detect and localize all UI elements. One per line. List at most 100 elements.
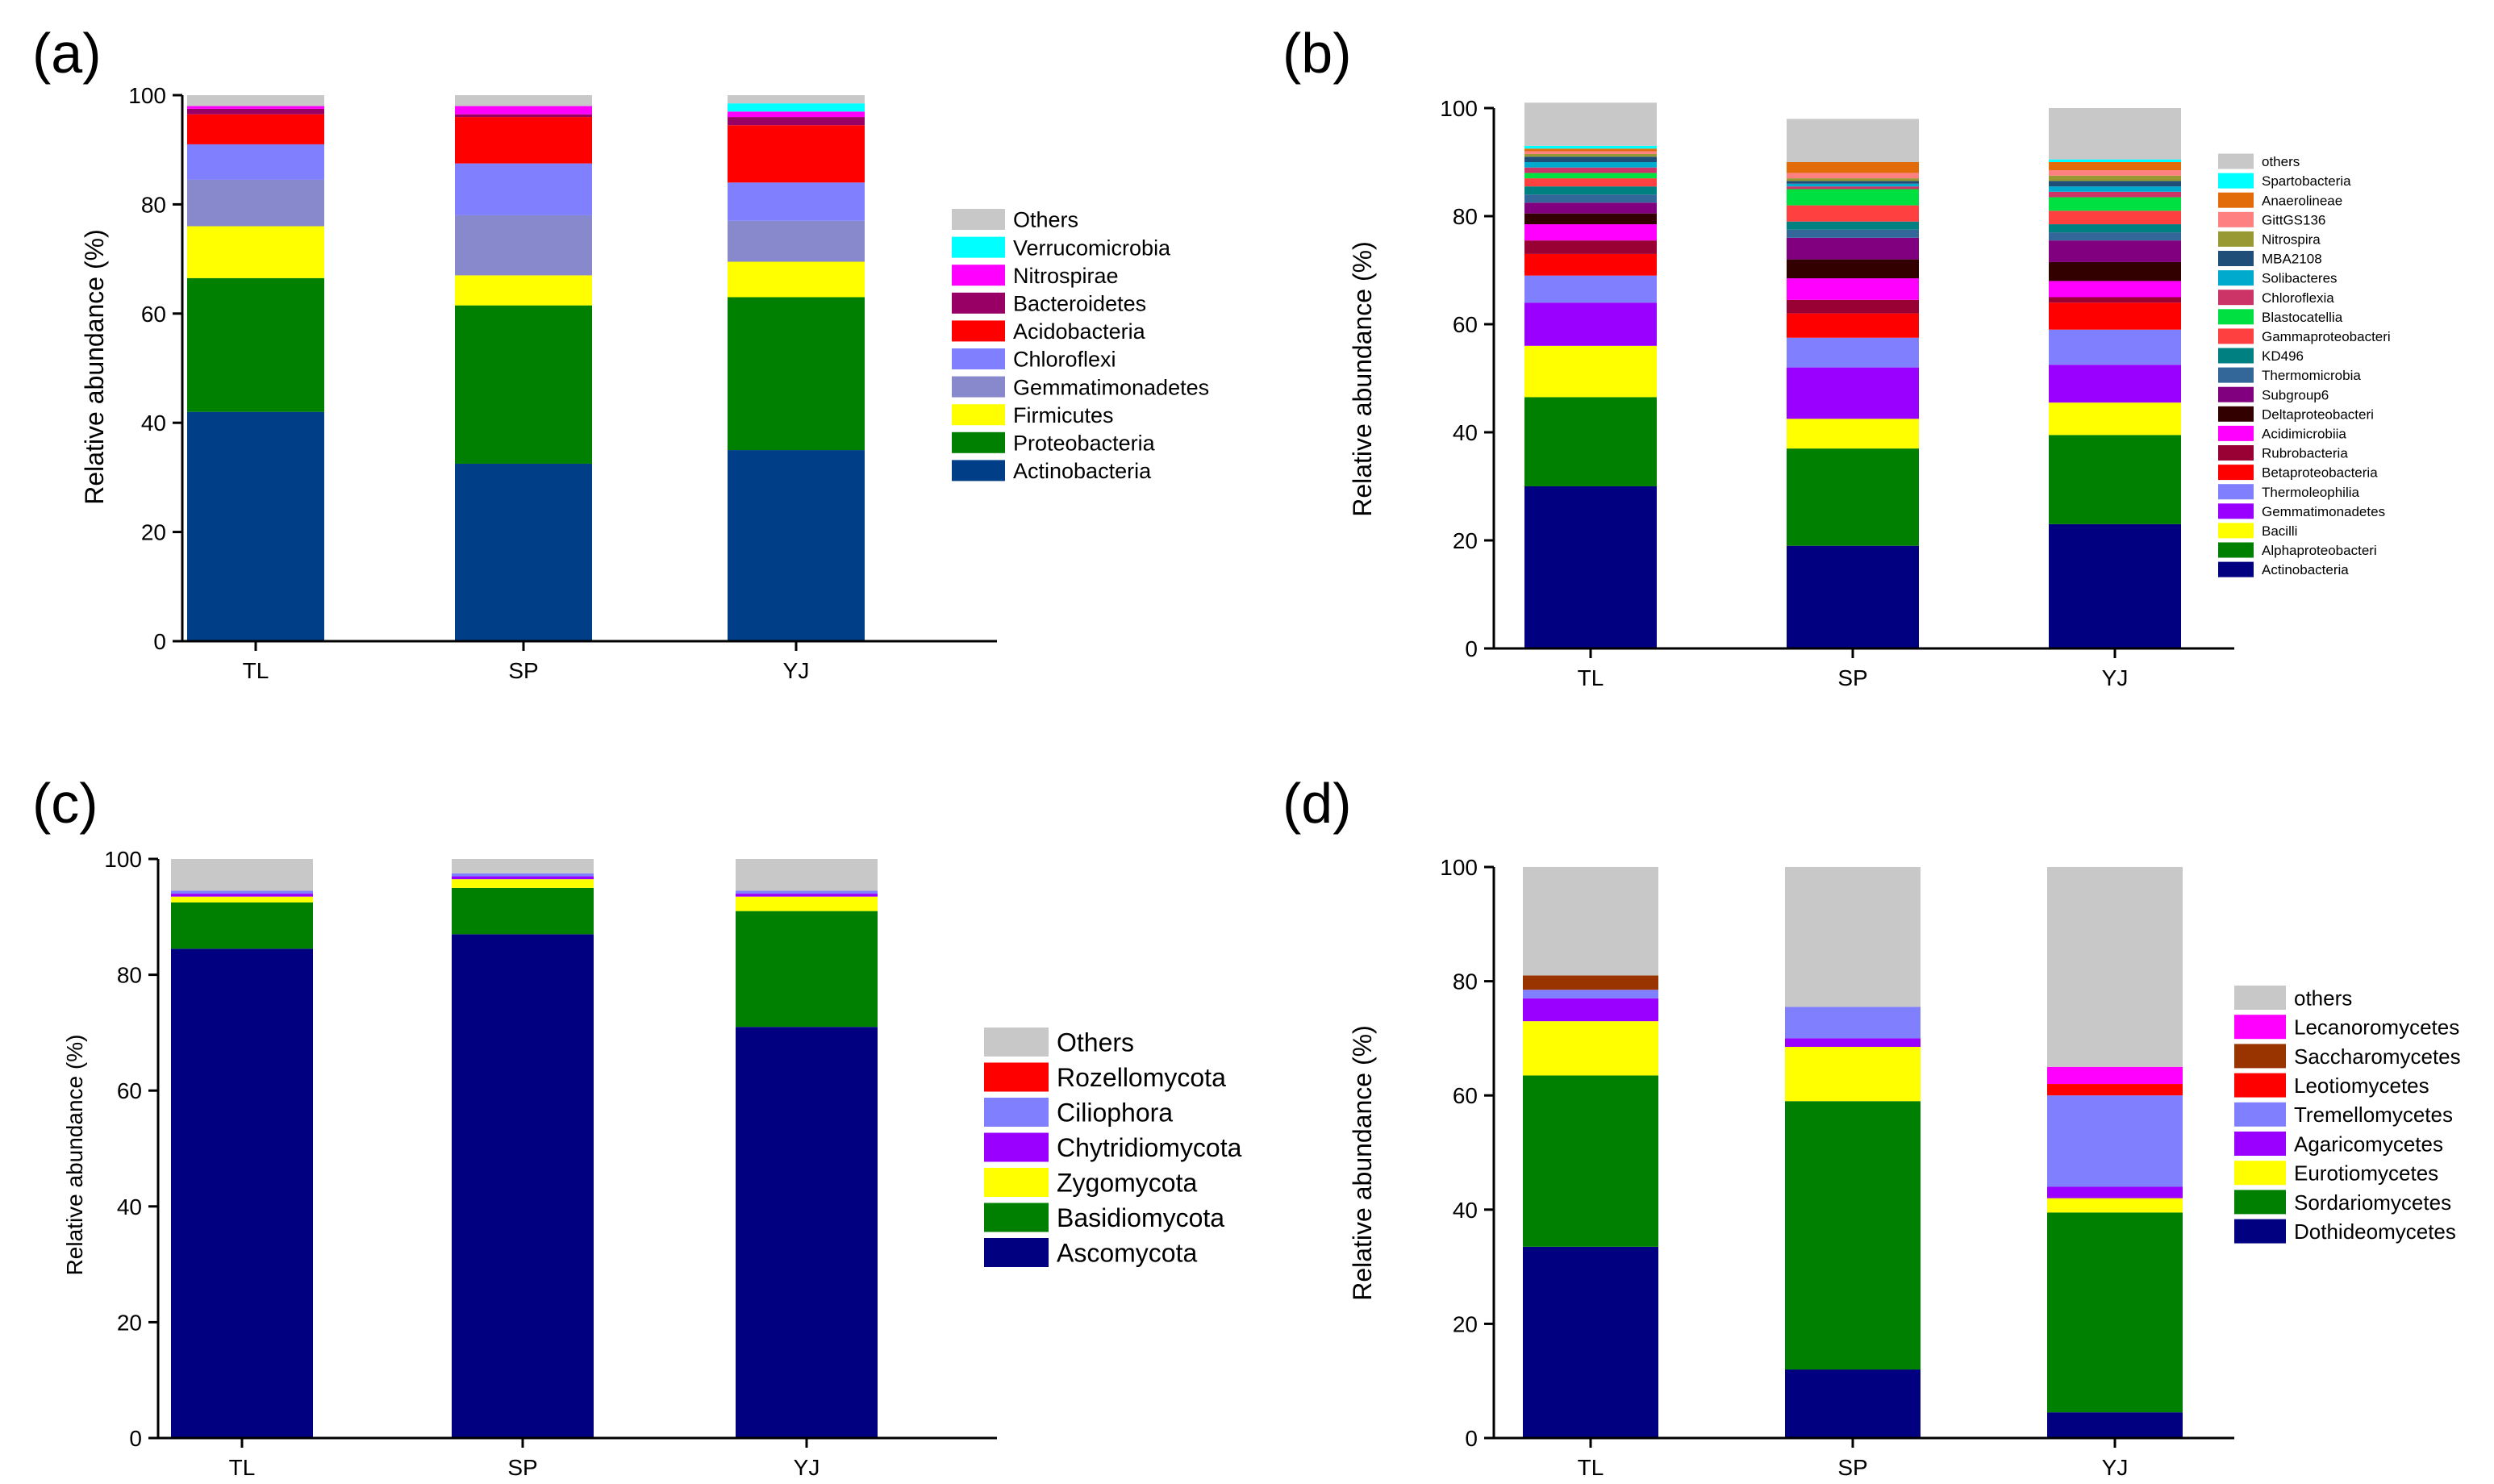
bar-segment-tl-rubrobacteria [1524,240,1657,254]
bar-segment-yj-others [2049,108,2181,160]
y-tick-label: 40 [1453,1198,1478,1223]
legend-label-bacteroidetes: Bacteroidetes [1013,292,1146,316]
bar-segment-sp-rubrobacteria [1787,299,1919,314]
legend-swatch-mba2108 [2218,251,2254,266]
bar-segment-tl-subgroup6 [1524,202,1657,214]
x-tick-label-yj: YJ [794,1455,820,1480]
bar-segment-tl-gemmatimonadetes [187,179,324,227]
bar-segment-yj-chloroflexia [2049,191,2181,198]
legend-swatch-acidobacteria [952,320,1005,342]
bar-segment-tl-dothideomycetes [1523,1246,1658,1438]
bar-segment-tl-nitrospira [1524,153,1657,157]
legend-swatch-actinobacteria [2218,561,2254,577]
legend-label-thermomicrobia: Thermomicrobia [2262,368,2361,383]
legend-label-solibacteres: Solibacteres [2262,271,2338,286]
bar-segment-sp-zygomycota [452,879,594,888]
bar-segment-tl-acidimicrobiia [1524,224,1657,241]
y-tick-label: 80 [141,192,166,217]
bar-segment-sp-bacilli [1787,419,1919,449]
bar-segment-yj-anaerolineae [2049,162,2181,171]
x-tick-label-yj: YJ [2102,665,2129,690]
legend-swatch-chloroflexia [2218,290,2254,306]
y-tick-label: 60 [117,1078,142,1103]
bar-segment-tl-others [187,95,324,106]
bar-segment-sp-sordariomycetes [1785,1101,1921,1370]
y-tick-label: 80 [1453,204,1478,229]
legend-label-saccharomycetes: Saccharomycetes [2294,1044,2461,1069]
bar-segment-sp-acidobacteria [455,117,592,164]
y-tick-label: 60 [1453,312,1478,337]
bar-segment-tl-kd496 [1524,186,1657,195]
y-tick-label: 0 [153,629,166,654]
bar-segment-yj-basidiomycota [736,911,878,1028]
bar-segment-sp-others [455,95,592,106]
bar-segment-sp-firmicutes [455,275,592,306]
legend-swatch-blastocatellia [2218,309,2254,325]
legend-label-actinobacteria: Actinobacteria [1013,459,1152,483]
legend-label-ascomycota: Ascomycota [1057,1239,1197,1268]
bar-segment-yj-nitrospira [2049,175,2181,181]
legend-label-alphaproteobacteri: Alphaproteobacteri [2262,543,2377,558]
legend-swatch-lecanoromycetes [2234,1015,2286,1040]
bar-segment-tl-chloroflexia [1524,167,1657,173]
x-tick-label-tl: TL [229,1455,256,1480]
legend-label-others: others [2294,986,2352,1010]
legend-label-others: Others [1013,208,1078,232]
bar-segment-tl-deltaproteobacteri [1524,213,1657,225]
bar-segment-sp-dothideomycetes [1785,1369,1921,1438]
legend-label-acidimicrobiia: Acidimicrobiia [2262,427,2346,442]
legend-label-gittgs136: GittGS136 [2262,212,2325,227]
bar-segment-sp-others [1785,867,1921,1007]
bar-segment-tl-others [171,859,313,891]
legend-label-lecanoromycetes: Lecanoromycetes [2294,1015,2459,1040]
legend-label-others: Others [1057,1028,1134,1057]
y-tick-label: 80 [117,963,142,988]
y-tick-label: 20 [117,1310,142,1335]
bar-segment-yj-ciliophora [736,890,878,894]
bar-segment-sp-anaerolineae [1787,162,1919,173]
x-tick-label-sp: SP [1837,1455,1867,1480]
legend-swatch-deltaproteobacteri [2218,406,2254,422]
panel-c-ylabel: Relative abundance (%) [62,1035,87,1276]
y-tick-label: 80 [1453,969,1478,994]
bar-segment-sp-agaricomycetes [1785,1038,1921,1048]
legend-swatch-saccharomycetes [2234,1044,2286,1069]
y-tick-label: 40 [117,1194,142,1219]
legend-label-chloroflexia: Chloroflexia [2262,290,2334,306]
bar-segment-yj-mba2108 [2049,181,2181,187]
bar-segment-sp-others [452,859,594,873]
bar-segment-tl-agaricomycetes [1523,998,1658,1022]
legend-label-rozellomycota: Rozellomycota [1057,1063,1226,1092]
bar-segment-tl-bacilli [1524,345,1657,398]
bar-segment-yj-proteobacteria [728,297,865,451]
legend-swatch-others [952,209,1005,230]
bar-segment-yj-kd496 [2049,224,2181,233]
legend-label-acidobacteria: Acidobacteria [1013,319,1146,344]
legend-label-nitrospira: Nitrospira [2262,232,2321,248]
bar-segment-sp-bacteroidetes [455,114,592,118]
bar-segment-yj-alphaproteobacteri [2049,435,2181,524]
bar-segment-sp-gittgs136 [1787,173,1919,179]
legend-swatch-gemmatimonadetes [952,376,1005,398]
panel-b: (b) Relative abundance (%) 0 20 40 60 80 100 T… [1282,22,2391,690]
bar-segment-yj-thermoleophilia [2049,329,2181,365]
x-tick-label-tl: TL [1578,1455,1604,1480]
panel-d-plot: 0 20 40 60 80 100 TL SP YJ others Lecanoromycetes S… [1440,855,2460,1480]
bar-segment-yj-betaproteobacteria [2049,302,2181,330]
bar-segment-tl-tremellomycetes [1523,990,1658,998]
bar-segment-yj-acidimicrobiia [2049,281,2181,298]
legend-swatch-gammaproteobacteri [2218,328,2254,344]
panel-c-plot: 0 20 40 60 80 100 TL SP YJ Others Rozellomycota Cil… [104,847,1241,1480]
y-tick-label: 60 [1453,1083,1478,1108]
panel-a: (a) Relative abundance (%) 0 20 40 60 80 100 T… [32,22,1209,683]
legend-label-verrucomicrobia: Verrucomicrobia [1013,236,1171,260]
legend-swatch-actinobacteria [952,460,1005,481]
bar-segment-sp-solibacteres [1787,183,1919,187]
bar-segment-tl-others [1524,102,1657,146]
bar-segment-sp-thermomicrobia [1787,229,1919,238]
bar-segment-yj-chytridiomycota [736,894,878,897]
legend-swatch-nitrospira [2218,231,2254,247]
legend-label-mba2108: MBA2108 [2262,252,2322,267]
bar-segment-sp-betaproteobacteria [1787,313,1919,338]
legend-label-spartobacteria: Spartobacteria [2262,173,2351,189]
